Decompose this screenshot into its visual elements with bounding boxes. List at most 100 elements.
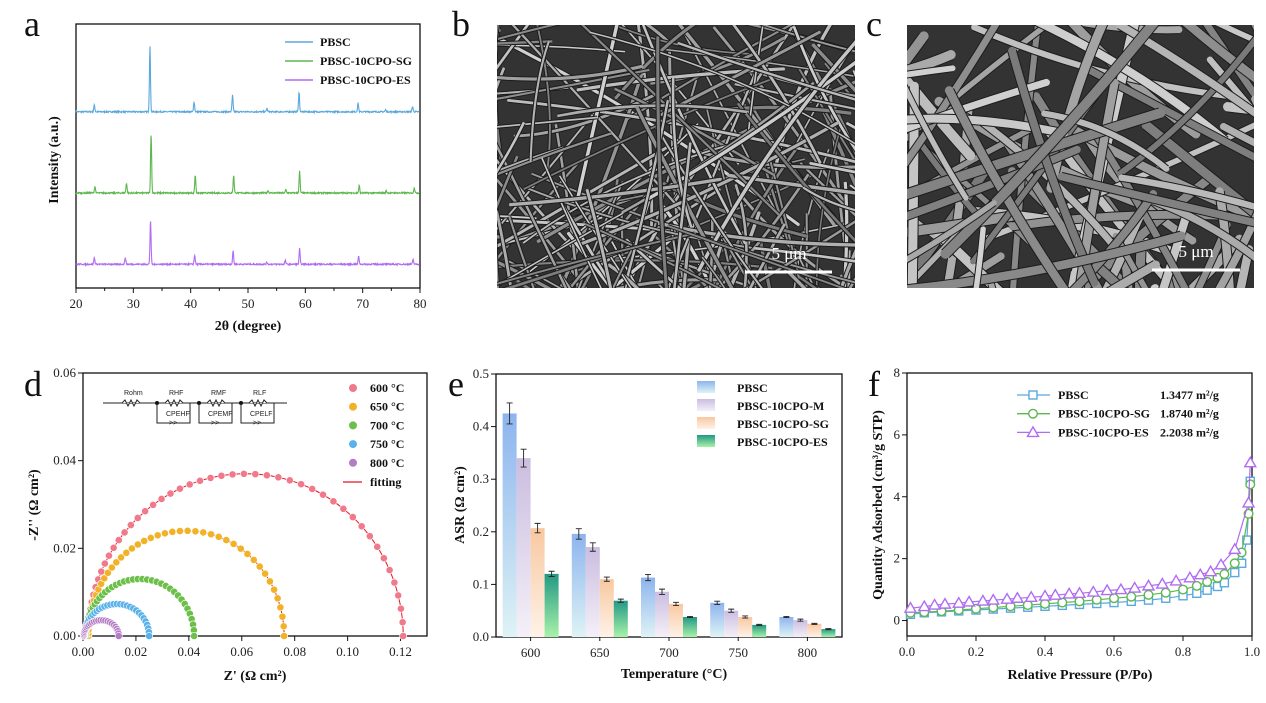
fiber [579,121,840,246]
legend-label: PBSC [320,35,351,49]
data-point [149,500,157,509]
circuit-wire [240,403,275,424]
equivalent-circuit-inset: Rohm RHF CPEHF >> RMF CPEMF >> RLF CPELF >> [103,390,287,427]
fiber [497,165,518,172]
circle-marker [1191,580,1202,591]
legend-swatch [697,399,715,411]
fiber [671,76,693,228]
legend-marker [349,421,357,430]
fiber [454,276,457,437]
data-point [196,476,204,485]
fiber [497,40,553,45]
fiber [611,243,636,288]
error-bar [673,601,679,606]
legend-swatch [697,435,715,447]
resistor-icon [248,398,268,408]
x-tick-label: 30 [127,296,140,311]
fiber [727,173,855,195]
fiber [1236,245,1254,288]
fiber [809,161,855,174]
triangle-marker [1169,574,1183,586]
fiber-shadow [808,303,923,432]
x-tick-label: 0.4 [1037,644,1054,659]
fiber-shadow [527,297,662,381]
fiber-shadow [673,272,681,288]
bar [710,602,725,637]
data-point [379,554,388,563]
fiber-shadow [499,301,754,505]
fiber-shadow [513,317,609,468]
data-point [145,632,154,640]
data-point [222,536,231,544]
data-point [278,612,287,621]
x-tick-label: 70 [356,296,369,311]
fiber [1172,273,1186,288]
xrd-line-1 [75,135,421,196]
x-axis-label: 2θ (degree) [215,319,282,334]
fiber-shadow [818,316,961,544]
triangle-marker [1214,557,1228,570]
resistor-icon [121,398,141,408]
x-axis-label: Z' (Ω cm²) [224,669,287,684]
triangle-marker [1141,578,1156,591]
error-bar [797,618,804,622]
error-bar [617,598,624,603]
data-point [133,540,142,549]
x-tick-label: 0.00 [72,644,95,659]
panel-letter-d: d [24,364,42,404]
fiber [1050,312,1212,355]
fiber [818,316,961,544]
fiber [541,157,602,288]
fiber [513,317,609,468]
fiber [1257,152,1266,341]
fibers [907,25,1266,355]
bar [669,603,683,637]
fiber [497,64,644,81]
fiber [759,240,772,288]
fiber-shadow [705,304,935,594]
triangle-marker [927,598,942,610]
error-bar [659,588,665,595]
fiber [1251,95,1254,106]
y-tick-label: 0.3 [473,471,489,486]
data-point [274,473,283,482]
fiber-shadow [232,252,460,296]
fiber [497,179,588,288]
fiber [737,102,855,243]
fiber-shadow [611,324,689,615]
data-point [262,471,271,480]
bar [530,528,545,637]
y-axis-label: ASR (Ω cm²) [453,466,468,544]
error-bar [728,608,735,613]
fiber [848,277,855,288]
fiber [761,25,855,53]
triangle-marker [1024,590,1038,603]
data-point [249,556,258,564]
fiber [802,186,855,212]
fiber [1118,174,1254,210]
data-point [280,632,289,640]
fiber [907,65,956,78]
fiber [508,215,535,288]
asr-bar-chart: 0.0 0.1 0.2 0.3 0.4 0.5 Temperature (°C) ASR (Ω… [453,366,843,682]
fiber [1141,120,1254,219]
fiber [635,105,734,288]
error-bar [575,528,582,540]
legend-label: PBSC-10CPO-SG [320,54,412,68]
fiber [1076,25,1183,34]
cpe-icon: >> [253,420,261,427]
legend-label: PBSC-10CPO-ES [1058,425,1149,439]
error-bar [645,573,651,582]
data-point [100,574,109,583]
eis-nyquist-chart: 0.00 0.02 0.04 0.06 0.08 0.10 0.12 0.00 0.02 0.04… [27,365,428,684]
fiber [1219,123,1254,147]
data-point [394,591,403,600]
fiber [944,86,1069,288]
fiber [753,246,855,263]
fiber [497,132,613,176]
fiber [811,43,855,93]
x-tick-label: 0.6 [1106,644,1123,659]
fiber [697,40,855,272]
error-bar [825,628,832,631]
fiber [497,155,519,210]
